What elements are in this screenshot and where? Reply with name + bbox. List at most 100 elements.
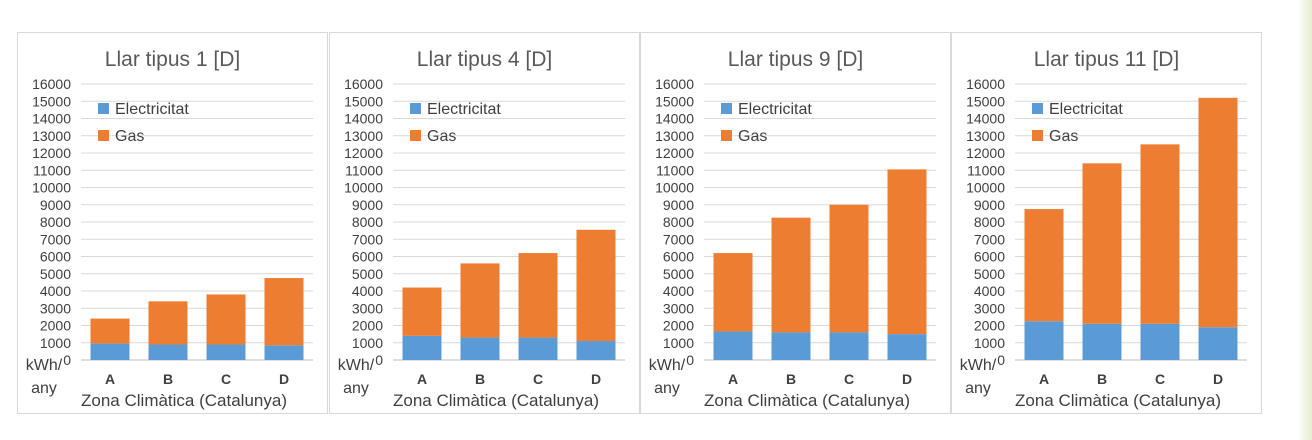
- y-tick-label: 7000: [40, 231, 71, 247]
- legend-swatch-gas: [1032, 130, 1043, 141]
- y-tick-label: 13000: [655, 128, 694, 144]
- y-unit-label-line2: any: [31, 380, 57, 397]
- y-tick-label: 12000: [344, 145, 383, 161]
- bar-electricitat-c: [518, 337, 558, 360]
- y-tick-label: 15000: [966, 93, 1005, 109]
- bar-electricitat-a: [713, 331, 753, 360]
- chart-title: Llar tipus 11 [D]: [1034, 48, 1180, 71]
- y-tick-label: 9000: [663, 197, 694, 213]
- y-tick-label: 9000: [352, 197, 383, 213]
- y-tick-label: 14000: [344, 111, 383, 127]
- chart-panel-1: Llar tipus 1 [D] 0 1000 2000 3000 4000 5000 600…: [17, 32, 328, 414]
- y-tick-label: 1000: [352, 335, 383, 351]
- y-tick-label: 2000: [974, 318, 1005, 334]
- y-tick-label: 7000: [663, 231, 694, 247]
- x-category-label: D: [279, 371, 289, 387]
- y-tick-label: 13000: [344, 128, 383, 144]
- x-category-label: C: [1155, 371, 1165, 387]
- page-edge-decoration: [1298, 0, 1312, 440]
- x-category-label: B: [475, 371, 485, 387]
- y-tick-label: 5000: [663, 266, 694, 282]
- y-tick-label: 10000: [655, 180, 694, 196]
- y-tick-label: 13000: [32, 128, 71, 144]
- x-category-label: C: [844, 371, 854, 387]
- bar-electricitat-d: [887, 334, 927, 360]
- bar-gas-c: [1140, 144, 1180, 324]
- y-tick-label: 4000: [40, 283, 71, 299]
- bar-gas-b: [1082, 163, 1122, 324]
- y-tick-label: 6000: [974, 249, 1005, 265]
- x-category-label: A: [417, 371, 427, 387]
- chart-panel-2: Llar tipus 4 [D] 0 1000 2000 3000 4000 5000 600…: [329, 32, 640, 414]
- y-tick-label: 3000: [40, 300, 71, 316]
- x-category-label: D: [591, 371, 601, 387]
- bar-gas-a: [1024, 209, 1064, 322]
- bar-gas-b: [460, 263, 500, 338]
- y-tick-label: 12000: [966, 145, 1005, 161]
- y-tick-label: 3000: [663, 300, 694, 316]
- x-category-label: B: [1097, 371, 1107, 387]
- y-tick-label: 8000: [352, 214, 383, 230]
- legend-swatch-gas: [410, 130, 421, 141]
- y-tick-label: 1000: [974, 335, 1005, 351]
- y-tick-label: 15000: [32, 93, 71, 109]
- x-category-label: C: [221, 371, 231, 387]
- legend-label-electricitat: Electricitat: [738, 101, 812, 118]
- y-tick-label: 5000: [40, 266, 71, 282]
- y-unit-label-line1: kWh/: [960, 357, 997, 374]
- y-tick-label: 8000: [974, 214, 1005, 230]
- y-tick-label: 2000: [663, 318, 694, 334]
- x-category-label: B: [163, 371, 173, 387]
- y-tick-label: 15000: [344, 93, 383, 109]
- x-category-label: D: [902, 371, 912, 387]
- bar-electricitat-b: [148, 344, 188, 360]
- x-category-label: B: [786, 371, 796, 387]
- y-tick-label: 2000: [352, 318, 383, 334]
- x-category-label: A: [1039, 371, 1049, 387]
- y-tick-label: 8000: [663, 214, 694, 230]
- bar-electricitat-b: [771, 332, 811, 360]
- y-tick-label: 9000: [974, 197, 1005, 213]
- bar-gas-c: [829, 204, 869, 333]
- y-tick-label: 7000: [974, 231, 1005, 247]
- y-tick-label: 4000: [352, 283, 383, 299]
- legend-swatch-electricitat: [721, 103, 732, 114]
- bar-electricitat-d: [1198, 327, 1238, 360]
- y-tick-label: 3000: [352, 300, 383, 316]
- y-tick-label: 9000: [40, 197, 71, 213]
- chart-title: Llar tipus 9 [D]: [728, 48, 863, 71]
- x-axis-title: Zona Climàtica (Catalunya): [393, 391, 599, 410]
- y-tick-label: 7000: [352, 231, 383, 247]
- y-unit-label-line2: any: [965, 380, 991, 397]
- bar-electricitat-c: [829, 332, 869, 360]
- bar-electricitat-b: [460, 337, 500, 360]
- legend-swatch-gas: [98, 130, 109, 141]
- x-axis-title: Zona Climàtica (Catalunya): [81, 391, 287, 410]
- y-tick-label: 6000: [663, 249, 694, 265]
- y-tick-label: 13000: [966, 128, 1005, 144]
- y-tick-label: 5000: [974, 266, 1005, 282]
- legend-label-electricitat: Electricitat: [1049, 101, 1123, 118]
- legend-label-gas: Gas: [427, 128, 456, 145]
- y-unit-label-line2: any: [343, 380, 369, 397]
- y-tick-label: 16000: [32, 76, 71, 92]
- legend-swatch-electricitat: [1032, 103, 1043, 114]
- y-tick-label: 4000: [974, 283, 1005, 299]
- chart-title: Llar tipus 1 [D]: [105, 48, 240, 71]
- bar-electricitat-c: [1140, 323, 1180, 360]
- x-axis-title: Zona Climàtica (Catalunya): [704, 391, 910, 410]
- y-tick-label: 11000: [345, 162, 383, 178]
- y-tick-label: 14000: [32, 111, 71, 127]
- y-tick-label: 11000: [967, 162, 1005, 178]
- bar-gas-b: [771, 217, 811, 333]
- y-tick-label: 5000: [352, 266, 383, 282]
- chart-panel-3: Llar tipus 9 [D] 0 1000 2000 3000 4000 5000 600…: [640, 32, 951, 414]
- y-tick-label: 12000: [32, 145, 71, 161]
- y-tick-label: 2000: [40, 318, 71, 334]
- bar-gas-c: [518, 253, 558, 338]
- bar-gas-d: [576, 229, 616, 342]
- bar-gas-a: [402, 287, 442, 336]
- bar-gas-a: [90, 318, 130, 344]
